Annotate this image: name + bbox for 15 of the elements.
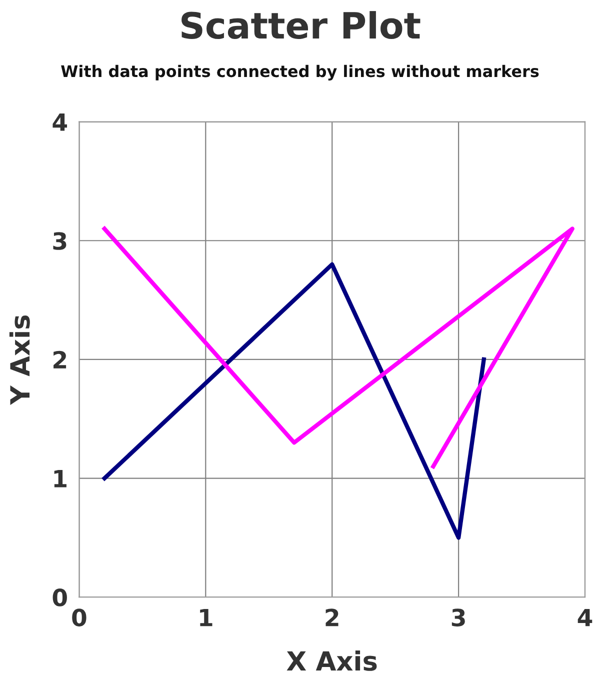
chart-subtitle: With data points connected by lines without markers [61, 64, 539, 80]
chart-title: Scatter Plot [182, 11, 420, 40]
x-tick-label: 2 [326, 608, 338, 626]
y-tick-label: 3 [53, 232, 66, 250]
line-series [102, 262, 486, 540]
y-axis-title: Y Axis [9, 315, 30, 405]
y-tick-label: 2 [54, 350, 66, 368]
y-tick-label: 1 [54, 470, 66, 488]
y-tick-label: 0 [52, 588, 67, 606]
x-tick-label: 3 [452, 608, 465, 626]
x-tick-label: 4 [578, 608, 592, 626]
x-tick-label: 0 [72, 608, 86, 626]
x-axis-title: X Axis [286, 650, 377, 671]
x-tick-label: 1 [200, 608, 212, 626]
y-tick-label: 4 [52, 114, 68, 131]
